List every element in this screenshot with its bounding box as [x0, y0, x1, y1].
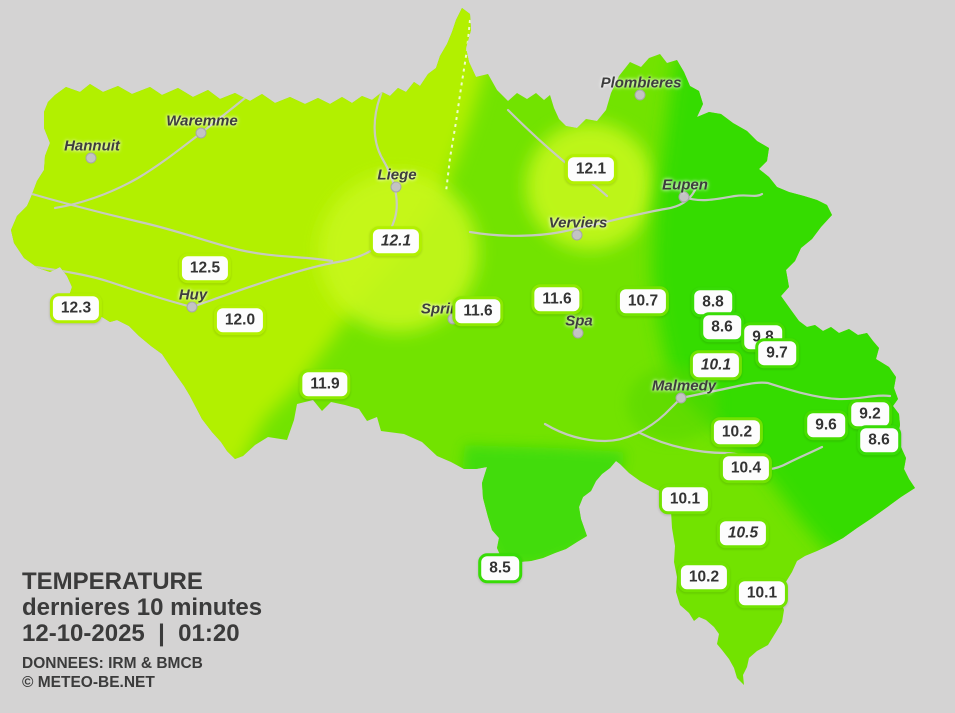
city-label-spa: Spa: [565, 312, 593, 330]
temperature-reading: 12.0: [213, 305, 267, 335]
temperature-reading: 11.6: [531, 284, 583, 314]
city-label-malmedy: Malmedy: [651, 377, 717, 395]
temperature-reading: 10.1: [735, 578, 789, 608]
river-line: [679, 381, 892, 401]
temperature-reading: 10.2: [710, 417, 764, 447]
temperature-reading: 8.6: [700, 312, 744, 342]
temperature-reading: 12.5: [178, 253, 232, 283]
temperature-reading: 12.1: [369, 226, 423, 256]
city-dot: [195, 127, 207, 139]
temperature-reading: 10.1: [689, 350, 743, 380]
temperature-reading: 10.2: [677, 562, 731, 592]
temperature-reading: 11.6: [452, 296, 504, 326]
map-title: TEMPERATURE: [22, 568, 203, 595]
city-dot: [186, 301, 198, 313]
city-label-waremme: Waremme: [166, 112, 238, 130]
city-label-plombieres: Plombieres: [600, 74, 682, 92]
zone-malmedy-cool-blob: [627, 366, 719, 442]
copyright-label: © METEO-BE.NET: [22, 674, 155, 691]
temperature-reading: 8.5: [478, 553, 522, 583]
city-dot: [85, 152, 97, 164]
city-dot: [572, 327, 584, 339]
city-label-eupen: Eupen: [662, 176, 708, 194]
road-line: [53, 87, 258, 210]
zone-southwest-cold-blob: [462, 445, 625, 566]
road-river-network: [11, 44, 892, 471]
temperature-reading: 10.4: [719, 453, 773, 483]
data-source-label: DONNEES: IRM & BMCB: [22, 655, 203, 672]
city-dot: [634, 89, 646, 101]
city-dot: [390, 181, 402, 193]
temperature-reading: 10.7: [616, 286, 670, 316]
city-label-sprin: Sprin: [420, 300, 460, 318]
temperature-reading: 12.1: [564, 154, 618, 184]
temperature-reading: 10.5: [716, 518, 770, 548]
canal-dashed-line: [445, 19, 471, 193]
river-meuse-line: [190, 44, 398, 309]
city-dot: [675, 392, 687, 404]
temperature-reading: 10.1: [658, 484, 712, 514]
city-dot: [571, 229, 583, 241]
city-label-huy: Huy: [178, 286, 208, 304]
river-vesdre-line: [468, 188, 697, 237]
city-label-liege: Liege: [377, 166, 417, 184]
river-ambleve-line: [543, 396, 683, 443]
city-dot: [678, 191, 690, 203]
temperature-reading: 9.6: [804, 410, 848, 440]
river-line: [682, 192, 764, 202]
temperature-reading: 9.7: [755, 338, 799, 368]
map-datetime: 12-10-2025 | 01:20: [22, 620, 240, 647]
temperature-reading: 12.3: [49, 293, 103, 323]
city-label-hannuit: Hannuit: [64, 137, 120, 155]
map-subtitle: dernieres 10 minutes: [22, 594, 263, 621]
temperature-reading: 8.6: [857, 425, 901, 455]
road-line: [23, 190, 334, 263]
legend-title-block: TEMPERATURE dernieres 10 minutes 12-10-2…: [22, 569, 262, 692]
temperature-reading: 11.9: [299, 369, 351, 399]
city-label-verviers: Verviers: [548, 214, 608, 232]
